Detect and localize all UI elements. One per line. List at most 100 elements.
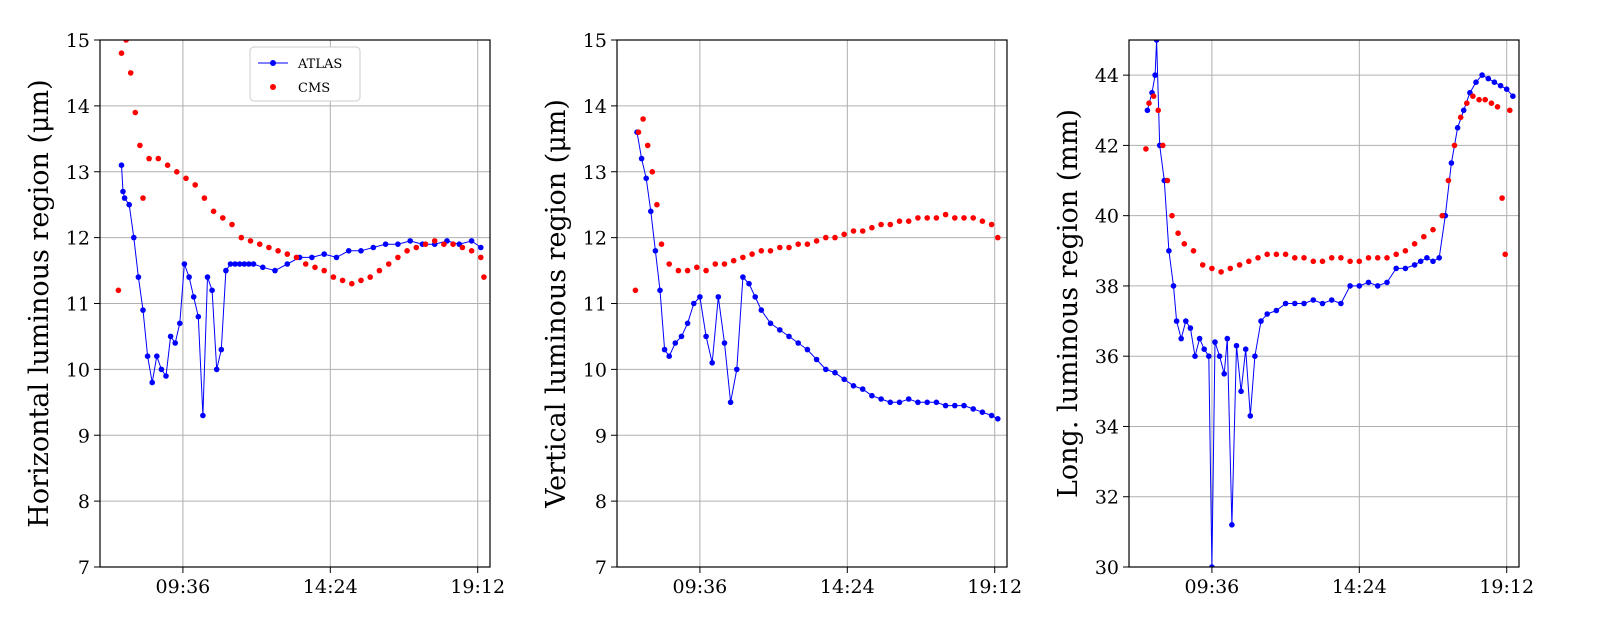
data-point [995,234,1001,241]
data-point [654,201,660,208]
data-point [658,241,665,247]
data-point [1470,93,1476,99]
data-point [915,215,921,221]
data-point [1310,297,1317,303]
data-point [321,267,328,274]
data-point [121,195,128,201]
data-point [1507,107,1513,114]
data-point [1356,258,1363,265]
data-point [132,109,139,116]
series-line [121,165,482,416]
data-point [672,340,679,346]
data-point [367,274,374,280]
data-point [200,412,206,419]
y-tick-label: 7 [595,557,607,579]
series-cms [1143,93,1513,275]
data-point [1229,522,1235,528]
data-point [468,238,475,244]
data-point [1338,300,1344,307]
data-point [339,277,346,284]
data-point [376,267,383,274]
data-point [823,234,829,241]
data-point [961,215,967,221]
data-point [1247,413,1254,419]
data-point [1402,248,1409,254]
y-tick-label: 8 [595,491,607,513]
data-point [241,261,248,267]
y-tick-label: 11 [66,294,90,316]
data-point [358,248,364,254]
data-point [404,248,410,254]
data-point [1146,100,1152,106]
data-point [1301,300,1307,307]
data-point [961,402,967,409]
data-point [204,274,211,280]
y-tick-label: 7 [78,557,90,579]
data-point [459,244,466,251]
data-point [1347,258,1353,265]
data-point [1454,125,1461,131]
data-point [1384,254,1390,261]
data-point [1445,177,1452,184]
data-point [644,142,651,149]
data-point [118,50,125,56]
data-point [481,274,487,280]
data-point [1282,300,1289,307]
data-point [431,238,438,244]
data-point [227,261,234,267]
y-tick-label: 12 [66,228,90,250]
data-point [1236,262,1243,268]
data-point [236,261,243,267]
data-point [154,353,160,360]
data-point [1338,254,1344,261]
y-tick-label: 34 [1095,416,1119,438]
data-point [1328,254,1335,261]
data-point [758,248,765,254]
data-point [1448,160,1455,166]
data-point [1374,254,1381,261]
data-point [146,155,152,162]
data-point [1488,100,1495,106]
data-point [1476,96,1482,103]
data-point [887,221,894,228]
data-point [131,234,137,241]
data-point [358,277,364,284]
data-point [407,238,414,244]
data-point [1143,146,1149,152]
data-point [1212,339,1218,345]
data-point [1451,142,1458,149]
data-point [450,241,456,247]
data-point [441,241,447,247]
data-point [1178,335,1184,342]
data-point [795,241,801,247]
data-point [345,248,352,254]
x-tick-label: 19:12 [1479,576,1534,598]
data-point [284,261,291,267]
data-point [1201,346,1207,353]
data-point [385,261,392,267]
data-point [174,169,180,175]
data-point [666,261,672,267]
data-point [126,201,132,208]
data-point [709,360,715,366]
y-tick-label: 12 [583,228,607,250]
data-point [1196,335,1203,342]
data-point [275,248,281,254]
data-point [832,234,838,241]
y-tick-label: 11 [583,294,607,316]
data-point [1273,307,1280,314]
data-point [183,175,189,182]
data-point [1491,79,1498,85]
y-tick-label: 40 [1095,206,1119,228]
data-point [933,215,940,221]
data-point [1301,254,1307,261]
data-point [804,346,811,353]
data-point [1190,248,1197,254]
x-tick-label: 14:24 [820,576,875,598]
data-point [223,267,229,274]
data-point [1209,564,1215,567]
data-point [952,215,958,221]
data-point [1252,353,1258,360]
data-point [813,356,820,363]
